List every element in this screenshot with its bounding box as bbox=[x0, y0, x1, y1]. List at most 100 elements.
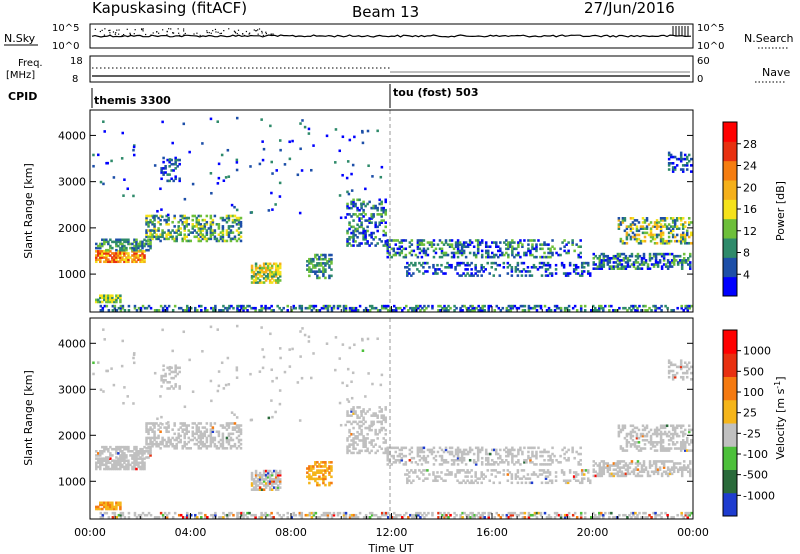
nsearch-point bbox=[228, 28, 230, 30]
power-cell bbox=[262, 266, 266, 270]
velocity-cell bbox=[667, 371, 671, 375]
velocity-cell bbox=[268, 482, 272, 485]
power-cell bbox=[139, 306, 143, 310]
velocity-cell bbox=[650, 516, 653, 519]
power-cell bbox=[497, 249, 500, 253]
velocity-cell bbox=[633, 443, 637, 446]
power-cell bbox=[113, 258, 116, 261]
power-cell bbox=[549, 251, 552, 255]
velocity-cell bbox=[676, 462, 680, 465]
velocity-cell bbox=[121, 456, 124, 459]
power-cell bbox=[119, 256, 122, 259]
velocity-cell bbox=[201, 444, 205, 448]
velocity-cell bbox=[640, 516, 643, 519]
power-cell bbox=[414, 263, 417, 267]
power-cell bbox=[682, 256, 686, 260]
power-cell bbox=[256, 281, 260, 284]
velocity-cell bbox=[659, 447, 663, 450]
nsearch-point bbox=[242, 33, 244, 35]
velocity-cell bbox=[406, 469, 409, 472]
power-cell bbox=[237, 218, 241, 222]
velocity-cell bbox=[290, 516, 294, 519]
velocity-cell bbox=[480, 463, 484, 466]
velocity-cell bbox=[431, 511, 434, 515]
velocity-cell bbox=[527, 450, 530, 454]
power-cell bbox=[565, 251, 568, 255]
velocity-cell bbox=[105, 447, 108, 451]
velocity-cell bbox=[126, 395, 129, 398]
power-cell bbox=[543, 251, 546, 255]
power-cell bbox=[622, 265, 626, 268]
power-cell bbox=[330, 306, 334, 310]
power-cell bbox=[122, 194, 125, 197]
power-cell bbox=[612, 265, 616, 268]
power-cell bbox=[470, 241, 474, 244]
power-cell bbox=[625, 227, 629, 230]
power-cell bbox=[324, 262, 327, 265]
velocity-cell bbox=[466, 479, 469, 483]
velocity-cell bbox=[322, 479, 325, 483]
power-cell bbox=[328, 304, 332, 308]
power-cell bbox=[642, 261, 646, 264]
velocity-cell bbox=[149, 447, 152, 451]
velocity-cell bbox=[546, 481, 550, 485]
power-cell bbox=[436, 272, 439, 275]
velocity-cell bbox=[379, 383, 383, 387]
velocity-cell bbox=[221, 432, 225, 436]
power-cell bbox=[418, 261, 421, 265]
velocity-cell bbox=[407, 516, 410, 519]
velocity-cell bbox=[107, 465, 110, 469]
velocity-cell bbox=[464, 448, 468, 452]
velocity-cell bbox=[168, 387, 171, 390]
power-cell bbox=[430, 243, 434, 246]
power-cell bbox=[159, 233, 162, 236]
power-cell bbox=[346, 204, 349, 208]
velocity-cell bbox=[644, 468, 648, 471]
power-cell bbox=[685, 162, 689, 165]
power-cell bbox=[610, 256, 614, 260]
velocity-cell bbox=[199, 447, 203, 450]
velocity-cell bbox=[356, 516, 360, 519]
velocity-cell bbox=[162, 364, 165, 368]
power-cell bbox=[386, 247, 389, 251]
power-cell bbox=[686, 263, 690, 266]
velocity-cell bbox=[107, 450, 110, 453]
date-title: 27/Jun/2016 bbox=[584, 0, 675, 17]
power-cell bbox=[474, 255, 478, 259]
power-cell bbox=[209, 225, 213, 228]
velocity-cell bbox=[596, 464, 600, 467]
velocity-cell bbox=[141, 511, 145, 515]
velocity-cell bbox=[625, 445, 629, 448]
power-cell bbox=[514, 268, 518, 271]
velocity-cell bbox=[161, 513, 165, 517]
power-cell bbox=[137, 242, 140, 246]
power-cell bbox=[360, 217, 363, 220]
velocity-cell bbox=[167, 426, 170, 429]
power-cell bbox=[655, 225, 659, 228]
velocity-cell bbox=[121, 463, 124, 467]
power-cell bbox=[519, 241, 522, 244]
velocity-cell bbox=[254, 473, 258, 477]
velocity-cell bbox=[97, 457, 100, 460]
power-cell bbox=[679, 237, 683, 241]
power-cell bbox=[507, 255, 510, 259]
power-cell bbox=[468, 263, 471, 267]
velocity-cell bbox=[513, 454, 516, 458]
power-cell bbox=[677, 217, 681, 220]
power-cell bbox=[596, 256, 600, 260]
power-cell bbox=[689, 164, 693, 167]
power-cell bbox=[314, 264, 317, 267]
power-cell bbox=[270, 275, 274, 278]
power-cell bbox=[127, 254, 130, 257]
power-cell bbox=[631, 227, 635, 230]
velocity-cell bbox=[458, 456, 462, 460]
velocity-cell bbox=[645, 432, 649, 436]
power-cell bbox=[235, 218, 239, 222]
velocity-cell bbox=[275, 376, 278, 380]
velocity-cell bbox=[215, 444, 219, 448]
power-cell bbox=[631, 223, 635, 226]
power-cell bbox=[506, 272, 510, 275]
velocity-cell bbox=[374, 451, 377, 455]
velocity-cell bbox=[672, 464, 676, 467]
velocity-cell bbox=[683, 432, 687, 436]
